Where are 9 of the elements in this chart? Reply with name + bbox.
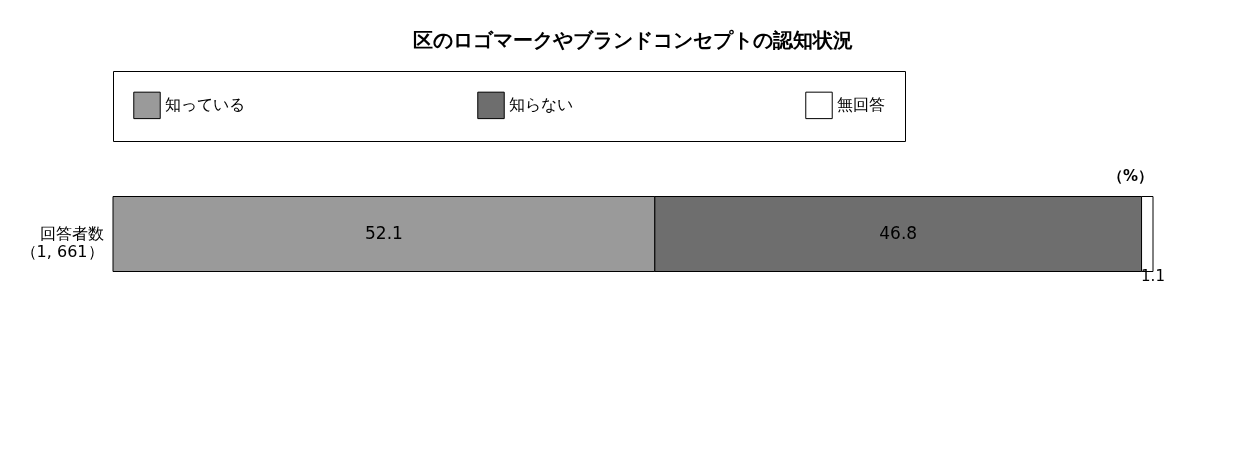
chart-title: 区のロゴマークやブランドコンセプトの認知状況 [413,27,853,52]
legend-label: 知らない [509,95,573,115]
text: （%） [1107,167,1153,185]
data-label: 52.1 [364,223,403,243]
legend-label: 知っている [165,95,245,115]
data-label: 1.1 [1141,267,1165,285]
legend-label: 無回答 [837,95,885,115]
data-label: 46.8 [879,223,918,243]
y-tick-label: 回答者数（1, 661） [20,224,104,261]
